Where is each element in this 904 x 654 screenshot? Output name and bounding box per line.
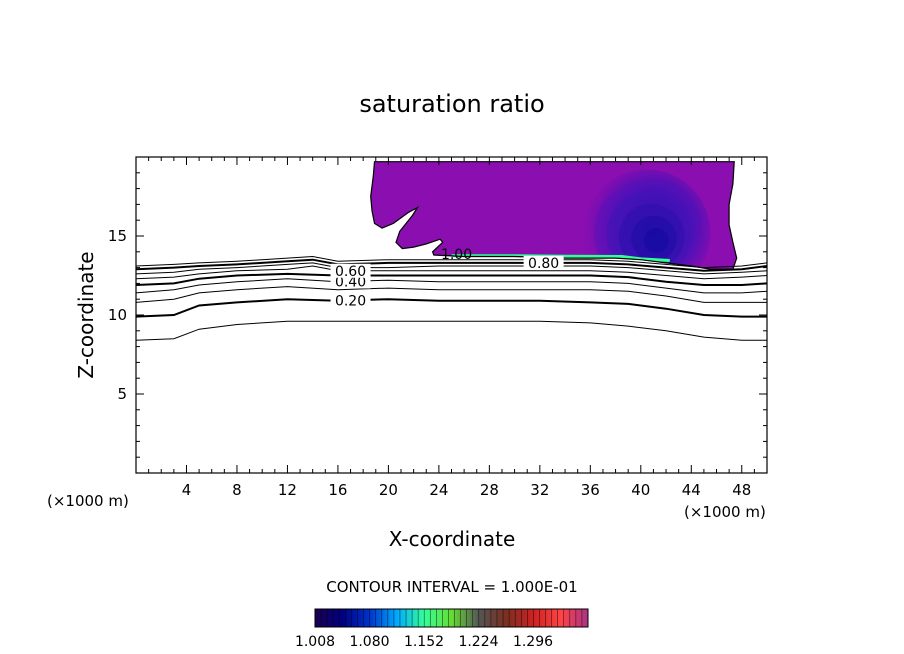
x-unit-right: (×1000 m) — [684, 503, 766, 521]
contour-label-background — [330, 263, 371, 278]
colorbar-labels: 1.008 1.080 1.152 1.224 1.296 — [295, 634, 553, 650]
contour-line-0.3 — [136, 286, 767, 303]
colorbar — [314, 608, 589, 628]
contour-label-0.60: 0.60 — [335, 264, 366, 280]
x-tick-label: 4 — [182, 481, 192, 499]
x-tick-label: 24 — [429, 481, 448, 499]
contour-line-0.6 — [136, 265, 767, 280]
contour-label-0.80: 0.80 — [528, 256, 559, 272]
y-tick-label: 15 — [108, 227, 127, 245]
x-tick-label: 44 — [682, 481, 701, 499]
colorbar-label: 1.224 — [458, 634, 498, 650]
x-unit-left: (×1000 m) — [47, 492, 129, 510]
y-axis-label: Z-coordinate — [74, 251, 98, 378]
x-tick-label: 20 — [379, 481, 398, 499]
contour-label-background — [330, 274, 371, 289]
x-tick-label: 40 — [631, 481, 650, 499]
contour-line-0.2 — [136, 298, 767, 318]
y-tick-label: 5 — [117, 385, 127, 403]
x-tick-label: 32 — [530, 481, 549, 499]
x-axis-label: X-coordinate — [389, 527, 516, 551]
x-tick-label: 16 — [328, 481, 347, 499]
contour-line-0.1 — [136, 320, 767, 341]
colorbar-label: 1.296 — [513, 634, 553, 650]
contour-label-0.20: 0.20 — [335, 293, 366, 309]
x-tick-label: 8 — [232, 481, 242, 499]
contour-labels: 0.20 0.400.60 0.80 1.00 — [330, 247, 564, 309]
contour-interval-text: CONTOUR INTERVAL = 1.000E-01 — [326, 578, 577, 596]
x-tick-label: 36 — [581, 481, 600, 499]
contour-lines — [136, 161, 767, 341]
contour-label-0.40: 0.40 — [335, 274, 366, 290]
colorbar-label: 1.008 — [295, 634, 335, 650]
x-tick-label: 48 — [732, 481, 751, 499]
contour-line-1.00 — [370, 161, 738, 270]
y-axis-ticks: 5 10 15 — [108, 172, 767, 458]
x-tick-label: 28 — [480, 481, 499, 499]
x-axis-ticks: 4 8 12 16 20 24 28 32 36 40 44 48 — [148, 157, 755, 499]
supersaturation-band — [643, 227, 669, 254]
colorbar-label: 1.080 — [349, 634, 389, 650]
contour-label-background — [330, 293, 371, 308]
colorbar-ticks — [314, 609, 589, 627]
contour-line-0.4 — [136, 278, 767, 294]
contour-line-0.9 — [136, 255, 767, 269]
x-tick-label: 12 — [278, 481, 297, 499]
contour-line-0.5 — [136, 272, 767, 286]
y-tick-label: 10 — [108, 306, 127, 324]
contour-label-1.00: 1.00 — [441, 247, 472, 263]
colorbar-label: 1.152 — [404, 634, 444, 650]
supersaturation-streak — [451, 254, 670, 262]
chart-title: saturation ratio — [359, 90, 544, 118]
contour-label-background — [523, 255, 564, 270]
contour-line-0.7 — [136, 262, 767, 275]
contour-line-0.8 — [136, 258, 767, 272]
